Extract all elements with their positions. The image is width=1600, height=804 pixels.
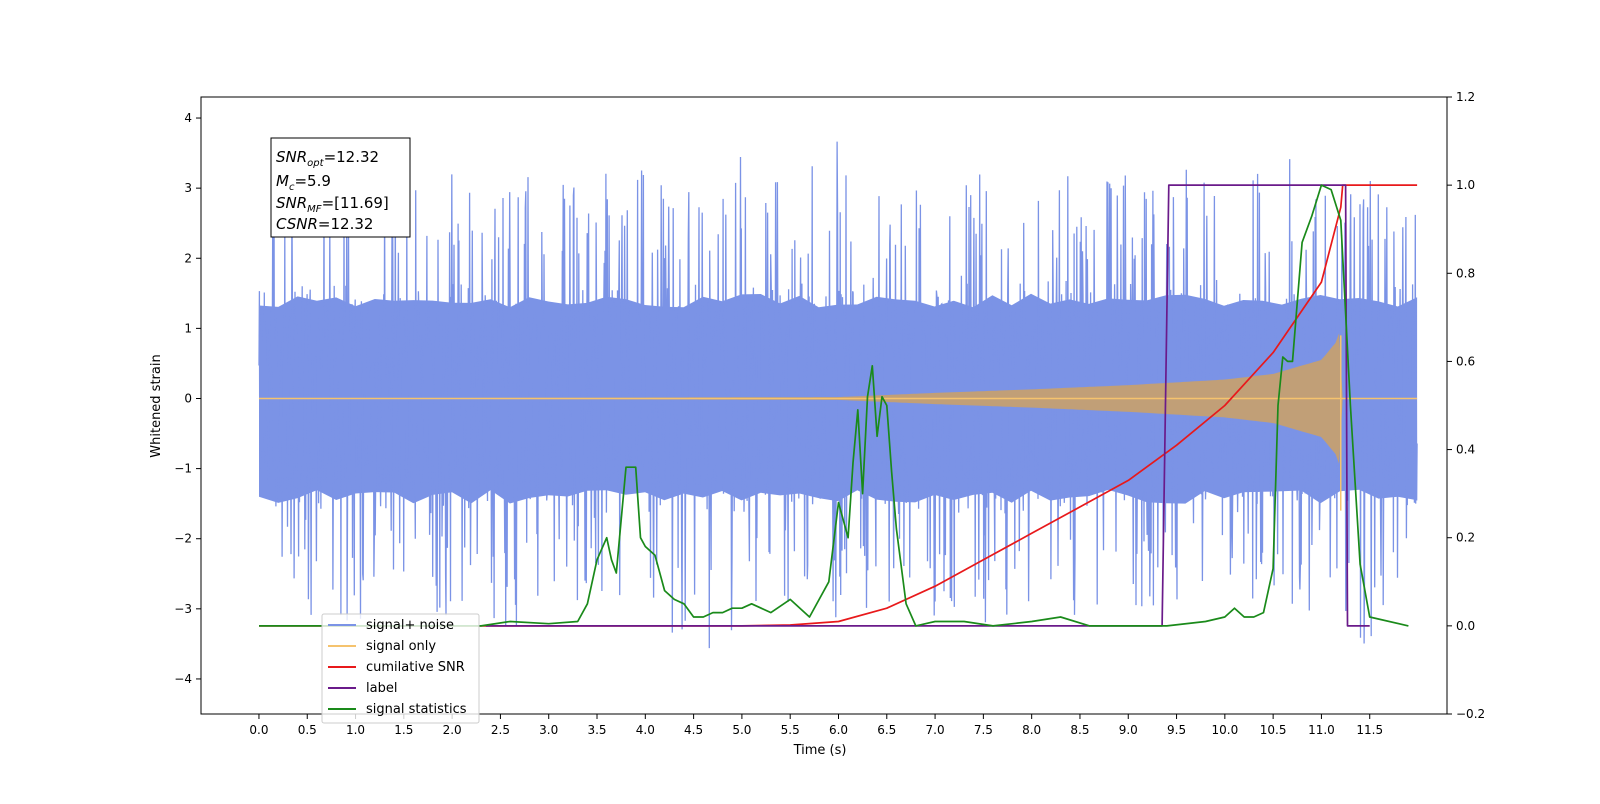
y-right-tick-label: 0.0 bbox=[1456, 619, 1475, 633]
legend-label: label bbox=[366, 681, 397, 696]
x-axis-label: Time (s) bbox=[793, 743, 847, 758]
legend-label: cumilative SNR bbox=[366, 660, 465, 675]
x-axis: 0.0 0.5 1.0 1.5 2.0 2.5 3.0 3.5 4.0 4.5 5.0 5.5 6.0 6… bbox=[249, 714, 1383, 737]
x-tick-label: 11.5 bbox=[1356, 723, 1383, 737]
label-line bbox=[485, 184, 1370, 627]
x-tick-label: 6.5 bbox=[877, 723, 896, 737]
x-tick-label: 11.0 bbox=[1308, 723, 1335, 737]
info-csnr: CSNR=12.32 bbox=[276, 215, 373, 233]
legend-label: signal statistics bbox=[366, 702, 467, 717]
x-tick-label: 2.0 bbox=[443, 723, 462, 737]
x-tick-label: 5.5 bbox=[781, 723, 800, 737]
x-tick-label: 8.0 bbox=[1022, 723, 1041, 737]
y-left-tick-label: 3 bbox=[184, 181, 192, 195]
info-snr-opt: SNRopt=12.32 bbox=[276, 148, 379, 169]
y-left-tick-label: −3 bbox=[174, 602, 192, 616]
x-tick-label: 10.0 bbox=[1211, 723, 1238, 737]
y-axis-left: 4 3 2 1 0 −1 −2 −3 −4 bbox=[174, 111, 201, 686]
info-snr-mf: SNRMF=[11.69] bbox=[276, 194, 389, 215]
info-box: SNRopt=12.32 Mc=5.9 SNRMF=[11.69] CSNR=1… bbox=[270, 137, 411, 238]
legend-label: signal only bbox=[366, 639, 436, 654]
y-right-tick-label: 0.8 bbox=[1456, 266, 1475, 280]
x-tick-label: 0.0 bbox=[249, 723, 268, 737]
y-left-tick-label: 0 bbox=[184, 391, 192, 405]
x-tick-label: 1.5 bbox=[394, 723, 413, 737]
plot-frame bbox=[200, 96, 1448, 715]
x-tick-label: 4.0 bbox=[636, 723, 655, 737]
x-tick-label: 6.0 bbox=[829, 723, 848, 737]
legend: signal+ noise signal only cumilative SNR la… bbox=[321, 613, 480, 724]
legend-label: signal+ noise bbox=[366, 618, 454, 633]
y-right-tick-label: 1.2 bbox=[1456, 90, 1475, 104]
y-right-tick-label: 0.4 bbox=[1456, 443, 1475, 457]
x-tick-label: 1.0 bbox=[346, 723, 365, 737]
x-tick-label: 7.0 bbox=[926, 723, 945, 737]
x-tick-label: 4.5 bbox=[684, 723, 703, 737]
x-tick-label: 10.5 bbox=[1260, 723, 1287, 737]
x-tick-label: 5.0 bbox=[732, 723, 751, 737]
x-tick-label: 3.0 bbox=[539, 723, 558, 737]
signal-only-series bbox=[258, 333, 1418, 511]
y-right-tick-label: 0.2 bbox=[1456, 531, 1475, 545]
x-tick-label: 9.0 bbox=[1119, 723, 1138, 737]
x-tick-label: 3.5 bbox=[587, 723, 606, 737]
x-tick-label: 2.5 bbox=[491, 723, 510, 737]
y-left-tick-label: 1 bbox=[184, 321, 192, 335]
x-tick-label: 8.5 bbox=[1070, 723, 1089, 737]
y-axis-right: 1.2 1.0 0.8 0.6 0.4 0.2 0.0 −0.2 bbox=[1447, 90, 1485, 721]
noise-trace bbox=[258, 141, 1418, 649]
info-mc: Mc=5.9 bbox=[276, 172, 331, 193]
y-right-tick-label: −0.2 bbox=[1456, 707, 1485, 721]
y-left-tick-label: −1 bbox=[174, 462, 192, 476]
y-left-tick-label: 4 bbox=[184, 111, 192, 125]
y-right-tick-label: 0.6 bbox=[1456, 354, 1475, 368]
y-axis-label: Whitened strain bbox=[149, 354, 164, 457]
x-tick-label: 7.5 bbox=[974, 723, 993, 737]
y-left-tick-label: 2 bbox=[184, 251, 192, 265]
y-left-tick-label: −2 bbox=[174, 532, 192, 546]
cumulative-snr-line bbox=[259, 184, 1418, 627]
y-left-tick-label: −4 bbox=[174, 672, 192, 686]
signal-statistics-line bbox=[259, 184, 1409, 627]
y-right-tick-label: 1.0 bbox=[1456, 178, 1475, 192]
x-tick-label: 9.5 bbox=[1167, 723, 1186, 737]
x-tick-label: 0.5 bbox=[298, 723, 317, 737]
